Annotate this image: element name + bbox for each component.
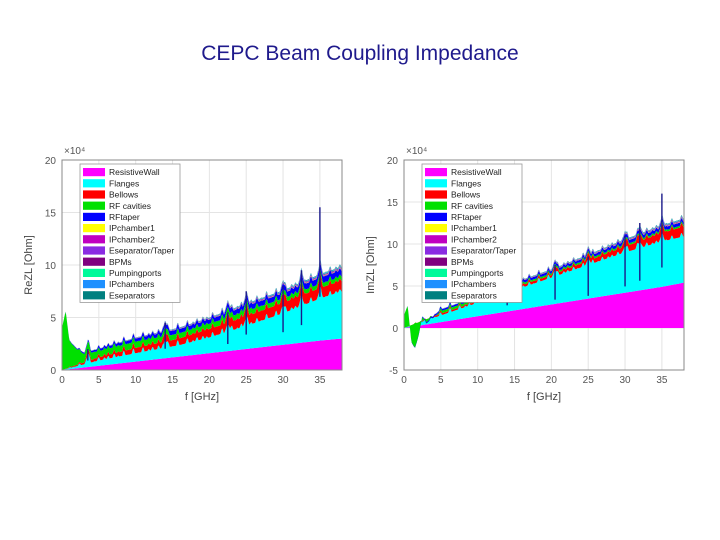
x-tick-label: 5: [96, 375, 102, 386]
x-tick-label: 30: [277, 375, 289, 386]
y-tick-label: 10: [387, 240, 399, 251]
legend-swatch: [83, 246, 105, 255]
x-axis-label: f [GHz]: [527, 391, 561, 403]
area-resistivewall: [404, 282, 684, 328]
legend-label: IPchamber1: [109, 223, 155, 233]
x-tick-label: 35: [656, 375, 668, 386]
slide-title: CEPC Beam Coupling Impedance: [201, 42, 519, 65]
legend-swatch: [425, 246, 447, 255]
y-tick-label: -5: [389, 366, 398, 377]
legend-label: IPchamber1: [451, 223, 497, 233]
x-tick-label: 25: [583, 375, 595, 386]
legend-label: RFtaper: [451, 212, 482, 222]
legend-label: BPMs: [451, 257, 474, 267]
legend-swatch: [425, 257, 447, 266]
y-axis-label: ImZL [Ohm]: [365, 236, 377, 294]
legend-label: IPchambers: [109, 279, 154, 289]
y-tick-label: 15: [45, 209, 57, 220]
x-tick-label: 20: [546, 375, 558, 386]
legend-label: Eseparator/Taper: [109, 246, 174, 256]
legend-swatch: [83, 224, 105, 233]
legend-swatch: [83, 190, 105, 199]
legend-swatch: [83, 179, 105, 188]
legend-swatch: [425, 224, 447, 233]
legend-label: IPchamber2: [451, 234, 497, 244]
legend-label: Bellows: [451, 190, 480, 200]
legend-swatch: [425, 168, 447, 177]
axes-frame: [61, 159, 343, 371]
legend-label: Pumpingports: [451, 268, 503, 278]
x-tick-label: 10: [472, 375, 484, 386]
legend-label: RF cavities: [451, 201, 493, 211]
legend-swatch: [83, 268, 105, 277]
x-tick-label: 0: [401, 375, 407, 386]
legend-label: Flanges: [451, 178, 481, 188]
y-axis-label: ReZL [Ohm]: [23, 235, 35, 295]
legend-swatch: [425, 280, 447, 289]
legend-label: RF cavities: [109, 201, 151, 211]
x-tick-label: 25: [241, 375, 253, 386]
area-flanges: [62, 286, 342, 370]
legend-swatch: [83, 235, 105, 244]
legend-label: IPchamber2: [109, 234, 155, 244]
x-axis-label: f [GHz]: [185, 391, 219, 403]
legend-swatch: [83, 291, 105, 300]
legend-swatch: [425, 201, 447, 210]
legend-label: Pumpingports: [109, 268, 161, 278]
legend-swatch: [425, 190, 447, 199]
legend-label: Eseparators: [109, 290, 155, 300]
legend-label: IPchambers: [451, 279, 496, 289]
x-tick-label: 0: [59, 375, 65, 386]
legend-swatch: [83, 257, 105, 266]
x-tick-label: 30: [619, 375, 631, 386]
axis-scale-label: ×10⁴: [64, 146, 85, 157]
re-impedance-chart: 0 5 10 15 20 0 5 10 15 20 25 30 35 ×10⁴ f [GHz] ReZL [O…: [23, 146, 343, 403]
area-rf-cavities: [62, 269, 342, 370]
legend-swatch: [425, 179, 447, 188]
area-rftaper: [404, 217, 684, 348]
area-resistivewall: [62, 338, 342, 370]
legend-label: ResistiveWall: [451, 167, 502, 177]
y-tick-label: 10: [45, 261, 57, 272]
legend-swatch: [83, 280, 105, 289]
x-tick-label: 15: [509, 375, 521, 386]
x-tick-label: 5: [438, 375, 444, 386]
legend-label: Eseparators: [451, 290, 497, 300]
axes-frame: [403, 159, 685, 371]
stacked-areas: [62, 207, 342, 370]
x-tick-label: 15: [167, 375, 179, 386]
legend-label: Flanges: [109, 178, 139, 188]
legend-label: Eseparator/Taper: [451, 246, 516, 256]
legend-swatch: [83, 212, 105, 221]
x-tick-label: 10: [130, 375, 142, 386]
legend-swatch: [425, 268, 447, 277]
y-tick-label: 0: [392, 324, 398, 335]
y-tick-label: 15: [387, 198, 399, 209]
x-tick-label: 20: [204, 375, 216, 386]
legend-label: BPMs: [109, 257, 132, 267]
y-tick-label: 5: [392, 282, 398, 293]
y-tick-label: 20: [387, 156, 399, 167]
legend-swatch: [83, 201, 105, 210]
legend-label: Bellows: [109, 190, 138, 200]
legend-swatch: [83, 168, 105, 177]
legend-swatch: [425, 212, 447, 221]
legend-swatch: [425, 235, 447, 244]
area-flanges: [404, 232, 684, 328]
x-tick-label: 35: [314, 375, 326, 386]
y-tick-label: 5: [50, 314, 56, 325]
y-tick-label: 0: [50, 366, 56, 377]
legend-label: ResistiveWall: [109, 167, 160, 177]
y-tick-label: 20: [45, 156, 57, 167]
legend-label: RFtaper: [109, 212, 140, 222]
axis-scale-label: ×10⁴: [406, 146, 427, 157]
legend-swatch: [425, 291, 447, 300]
